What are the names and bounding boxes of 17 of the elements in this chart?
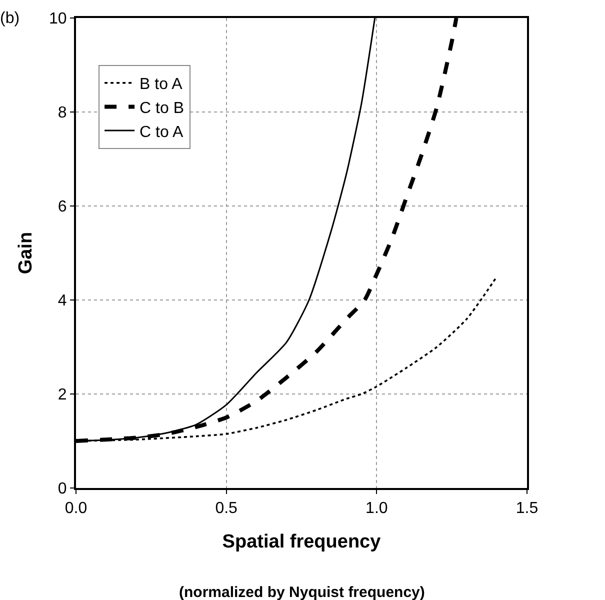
- y-tick-label: 6: [58, 198, 67, 216]
- y-tick-label: 10: [49, 10, 67, 28]
- legend-label: C to A: [140, 124, 184, 141]
- legend-label: B to A: [140, 76, 183, 94]
- x-tick-label: 1.0: [366, 500, 388, 518]
- x-tick-label: 1.5: [516, 500, 538, 518]
- x-axis-title: Spatial frequency: [222, 532, 382, 552]
- y-tick-label: 4: [58, 292, 67, 310]
- legend-label: C to B: [140, 100, 184, 117]
- y-tick-label: 0: [58, 480, 67, 498]
- text: (normalized by Nyquist frequency): [179, 584, 425, 600]
- y-tick-label: 2: [58, 386, 67, 404]
- y-axis-title: Gain: [15, 232, 36, 274]
- text: (b): [0, 10, 20, 27]
- x-tick-label: 0.5: [215, 500, 238, 518]
- x-tick-label: 0.0: [64, 500, 88, 518]
- y-tick-label: 8: [58, 104, 67, 122]
